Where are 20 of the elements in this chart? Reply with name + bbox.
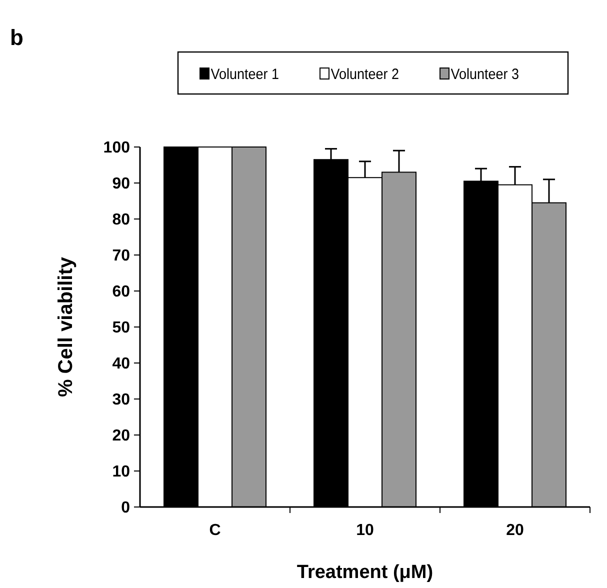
y-tick-label: 50 — [112, 320, 130, 337]
y-tick-label: 10 — [112, 464, 130, 481]
x-tick-label: 10 — [356, 522, 374, 539]
y-tick-label: 80 — [112, 212, 130, 229]
chart-title: b — [10, 25, 24, 50]
legend-label: Volunteer 3 — [450, 66, 520, 84]
y-tick-label: 20 — [112, 428, 130, 445]
x-tick-label: C — [209, 522, 222, 539]
y-tick-label: 30 — [112, 392, 130, 409]
x-tick-label: 20 — [506, 522, 524, 539]
y-tick-label: 60 — [112, 284, 130, 301]
y-tick-label: 90 — [112, 176, 130, 193]
y-tick-label: 70 — [112, 248, 130, 265]
y-axis-title: % Cell viability — [55, 256, 77, 398]
y-tick-label: 100 — [103, 140, 130, 157]
y-tick-label: 40 — [112, 356, 130, 373]
x-axis-title: Treatment (μM) — [296, 562, 434, 583]
legend-label: Volunteer 2 — [330, 66, 400, 84]
legend-label: Volunteer 1 — [210, 66, 280, 84]
y-tick-label: 0 — [121, 500, 130, 517]
